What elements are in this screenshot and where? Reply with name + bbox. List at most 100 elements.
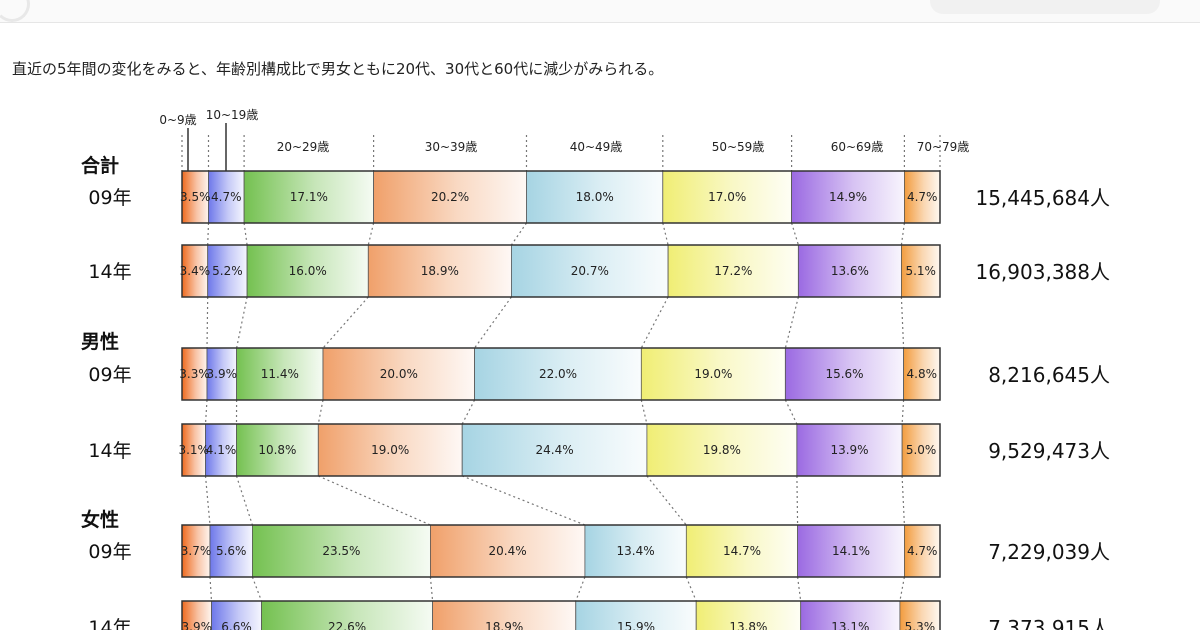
data-label: 11.4% xyxy=(261,367,299,381)
data-label: 19.0% xyxy=(694,367,732,381)
data-label: 13.8% xyxy=(729,620,767,630)
bar-segment xyxy=(429,524,586,578)
data-label: 13.1% xyxy=(831,620,869,630)
group-label: 男性 xyxy=(81,330,119,353)
connector-line xyxy=(640,399,648,425)
header-search-pill[interactable] xyxy=(930,0,1160,14)
data-label: 23.5% xyxy=(322,544,360,558)
year-label: 09年 xyxy=(88,541,131,563)
logo-icon xyxy=(0,0,30,22)
data-label: 20.0% xyxy=(380,367,418,381)
bar-segment xyxy=(901,423,941,477)
connector-line xyxy=(474,296,512,349)
data-label: 17.1% xyxy=(290,190,328,204)
bar-segment xyxy=(367,244,512,298)
data-label: 13.9% xyxy=(830,443,868,457)
data-label: 3.9% xyxy=(182,620,213,630)
connector-line xyxy=(899,576,905,602)
connector-line xyxy=(209,576,213,602)
data-label: 4.7% xyxy=(907,190,938,204)
data-label: 22.6% xyxy=(328,620,366,630)
data-label: 4.1% xyxy=(206,443,237,457)
data-label: 3.5% xyxy=(180,190,211,204)
total-label: 7,373,915人 xyxy=(988,616,1110,630)
data-label: 14.9% xyxy=(829,190,867,204)
connector-line xyxy=(784,399,798,425)
data-label: 3.4% xyxy=(180,264,211,278)
connector-line xyxy=(207,222,210,246)
bar-segment xyxy=(662,170,792,224)
connector-line xyxy=(640,296,669,349)
data-label: 15.9% xyxy=(617,620,655,630)
category-label: 70~79歳 xyxy=(917,140,970,154)
data-label: 5.0% xyxy=(906,443,937,457)
data-label: 10.8% xyxy=(258,443,296,457)
data-label: 5.3% xyxy=(905,620,936,630)
connector-line xyxy=(235,475,253,526)
bar-segment xyxy=(785,347,905,401)
connector-line xyxy=(251,576,263,602)
connector-line xyxy=(367,222,375,246)
data-label: 20.4% xyxy=(489,544,527,558)
bar-segment xyxy=(640,347,786,401)
data-label: 17.2% xyxy=(714,264,752,278)
data-label: 4.7% xyxy=(211,190,242,204)
bar-segment xyxy=(695,600,802,630)
data-label: 18.9% xyxy=(485,620,523,630)
bar-segment xyxy=(526,170,664,224)
connector-line xyxy=(797,576,802,602)
data-label: 5.1% xyxy=(905,264,936,278)
category-label: 40~49歳 xyxy=(570,140,623,154)
bar-segment xyxy=(432,600,577,630)
total-label: 8,216,645人 xyxy=(988,363,1110,387)
data-label: 22.0% xyxy=(539,367,577,381)
data-label: 18.9% xyxy=(421,264,459,278)
bar-segment xyxy=(903,347,941,401)
data-label: 5.6% xyxy=(216,544,247,558)
data-label: 5.2% xyxy=(212,264,243,278)
data-label: 16.0% xyxy=(289,264,327,278)
data-label: 3.1% xyxy=(178,443,209,457)
connector-line xyxy=(243,222,248,246)
connector-line xyxy=(901,475,905,526)
connector-line xyxy=(510,222,527,246)
year-label: 14年 xyxy=(88,617,131,630)
connector-line xyxy=(900,222,905,246)
connector-line xyxy=(317,399,324,425)
bar-segment xyxy=(206,347,238,401)
bar-segment xyxy=(246,244,369,298)
connector-line xyxy=(575,576,586,602)
bar-segment xyxy=(243,170,375,224)
connector-line xyxy=(791,222,799,246)
bar-segment xyxy=(211,600,262,630)
bar-segment xyxy=(791,170,905,224)
year-label: 14年 xyxy=(88,440,131,462)
connector-line xyxy=(236,296,248,349)
category-label: 0~9歳 xyxy=(159,113,196,127)
connector-line xyxy=(901,399,905,425)
year-label: 09年 xyxy=(88,187,131,209)
data-label: 18.0% xyxy=(576,190,614,204)
year-label: 14年 xyxy=(88,261,131,283)
category-label: 50~59歳 xyxy=(712,140,765,154)
data-label: 13.6% xyxy=(831,264,869,278)
data-label: 4.8% xyxy=(907,367,938,381)
caption-text: 直近の5年間の変化をみると、年齢別構成比で男女ともに20代、30代と60代に減少… xyxy=(12,60,664,78)
bar-segment xyxy=(236,347,324,401)
data-label: 19.0% xyxy=(371,443,409,457)
year-label: 09年 xyxy=(88,364,131,386)
data-label: 20.2% xyxy=(431,190,469,204)
connector-line xyxy=(322,296,369,349)
data-label: 14.7% xyxy=(723,544,761,558)
data-label: 3.9% xyxy=(207,367,238,381)
connector-line xyxy=(662,222,669,246)
connector-line xyxy=(204,475,211,526)
bar-outline xyxy=(181,524,941,578)
connector-line xyxy=(796,475,799,526)
total-label: 15,445,684人 xyxy=(975,186,1110,210)
connector-line xyxy=(461,399,476,425)
bar-outline xyxy=(181,600,941,630)
connector-line xyxy=(204,399,208,425)
category-label: 20~29歳 xyxy=(277,140,330,154)
